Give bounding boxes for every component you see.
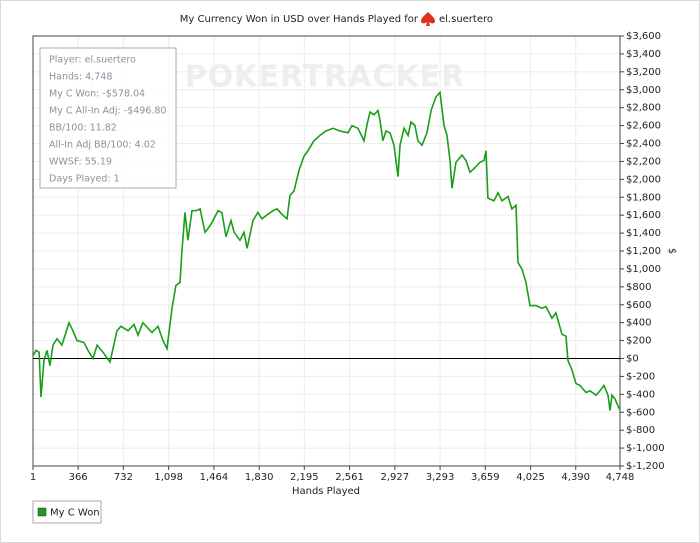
info-line: Player: el.suertero bbox=[49, 55, 136, 66]
x-tick-label: 1,464 bbox=[200, 472, 229, 483]
x-tick-label: 3,293 bbox=[426, 472, 455, 483]
watermark: POKERTRACKER bbox=[185, 60, 466, 95]
y-tick-label: $3,200 bbox=[626, 67, 661, 78]
y-tick-label: $3,000 bbox=[626, 85, 661, 96]
y-tick-label: $-800 bbox=[626, 425, 655, 436]
y-tick-label: $-400 bbox=[626, 389, 655, 400]
x-tick-label: 3,659 bbox=[471, 472, 500, 483]
y-tick-label: $2,000 bbox=[626, 174, 661, 185]
y-tick-label: $1,600 bbox=[626, 210, 661, 221]
y-tick-label: $2,400 bbox=[626, 139, 661, 150]
x-tick-label: 2,561 bbox=[335, 472, 364, 483]
x-tick-label: 2,927 bbox=[381, 472, 410, 483]
x-tick-label: 1,098 bbox=[154, 472, 183, 483]
spade-icon bbox=[421, 12, 435, 26]
info-line: Hands: 4,748 bbox=[49, 72, 112, 83]
x-tick-label: 366 bbox=[69, 472, 88, 483]
x-tick-label: 1,830 bbox=[245, 472, 274, 483]
legend-swatch bbox=[37, 507, 47, 517]
info-line: WWSF: 55.19 bbox=[49, 157, 112, 168]
x-tick-label: 2,195 bbox=[290, 472, 319, 483]
y-tick-label: $-600 bbox=[626, 407, 655, 418]
y-tick-label: $200 bbox=[626, 336, 651, 347]
plot-border bbox=[32, 35, 621, 467]
y-tick-label: $-1,000 bbox=[626, 443, 665, 454]
chart-title-player: el.suertero bbox=[439, 14, 493, 25]
info-line: All-In Adj BB/100: 4.02 bbox=[49, 140, 156, 151]
y-tick-label: $-200 bbox=[626, 371, 655, 382]
y-tick-label: $0 bbox=[626, 354, 639, 365]
x-axis-label: Hands Played bbox=[292, 486, 360, 497]
y-tick-label: $800 bbox=[626, 282, 651, 293]
y-tick-label: $400 bbox=[626, 318, 651, 329]
y-tick-label: $3,600 bbox=[626, 31, 661, 42]
y-tick-label: $600 bbox=[626, 300, 651, 311]
y-tick-label: $2,800 bbox=[626, 103, 661, 114]
y-tick-label: $2,200 bbox=[626, 156, 661, 167]
info-line: My C Won: -$578.04 bbox=[49, 89, 145, 100]
x-tick-label: 1 bbox=[30, 472, 36, 483]
legend-label: My C Won bbox=[50, 508, 100, 519]
y-tick-label: $1,200 bbox=[626, 246, 661, 257]
x-tick-label: 4,025 bbox=[516, 472, 545, 483]
y-tick-label: $2,600 bbox=[626, 121, 661, 132]
y-axis-label: $ bbox=[666, 248, 677, 254]
x-tick-label: 4,748 bbox=[606, 472, 635, 483]
info-line: My C All-In Adj: -$496.80 bbox=[49, 106, 166, 117]
y-tick-label: $-1,200 bbox=[626, 461, 665, 472]
info-line: BB/100: 11.82 bbox=[49, 123, 117, 134]
y-tick-label: $1,800 bbox=[626, 192, 661, 203]
y-tick-label: $3,400 bbox=[626, 49, 661, 60]
y-tick-label: $1,400 bbox=[626, 228, 661, 239]
chart-title: My Currency Won in USD over Hands Played… bbox=[180, 14, 419, 25]
legend-box bbox=[32, 500, 102, 524]
x-tick-label: 4,390 bbox=[561, 472, 590, 483]
y-tick-label: $1,000 bbox=[626, 264, 661, 275]
series-line bbox=[32, 90, 621, 411]
x-tick-label: 732 bbox=[114, 472, 133, 483]
info-line: Days Played: 1 bbox=[49, 174, 120, 185]
info-box bbox=[39, 47, 177, 189]
